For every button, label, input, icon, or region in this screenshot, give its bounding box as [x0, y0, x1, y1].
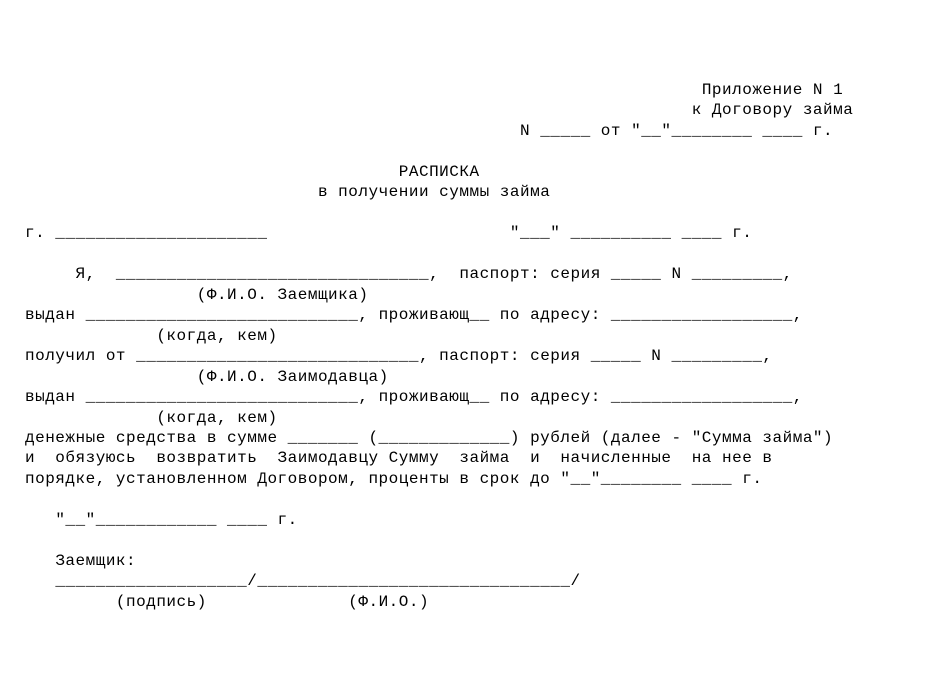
to-contract-pad: [25, 101, 692, 119]
when-by-pad: [25, 327, 156, 345]
address-blank: __________________,: [601, 306, 803, 324]
received-from: получил от: [25, 347, 126, 365]
contract-ref: N _____ от "__"________ ____ г.: [520, 122, 833, 140]
passport-series-2: паспорт: серия _____ N _________,: [439, 347, 772, 365]
when-by-hint-2: (когда, кем): [156, 409, 277, 427]
passport-series: паспорт: серия _____ N _________,: [459, 265, 792, 283]
i-label: Я,: [76, 265, 96, 283]
borrower-sig-pad: [25, 552, 55, 570]
obligation-2: порядке, установленном Договором, процен…: [25, 470, 762, 488]
issued-blank: ___________________________,: [76, 306, 379, 324]
borrower-sig-label: Заемщик:: [55, 552, 136, 570]
when-by-pad-2: [25, 409, 156, 427]
i-pad: [25, 265, 76, 283]
lender-hint-pad: [25, 368, 197, 386]
doc-title: РАСПИСКА: [399, 163, 480, 181]
issued-blank-2: ___________________________,: [76, 388, 379, 406]
sig-line: ___________________/____________________…: [55, 572, 580, 590]
living-label-2: проживающ__ по адресу:: [379, 388, 601, 406]
borrower-hint-pad: [25, 286, 197, 304]
receipt-document: Приложение N 1 к Договору займа N _____ …: [0, 0, 929, 612]
sig-hint-pad: [25, 593, 116, 611]
lender-hint: (Ф.И.О. Заимодавца): [197, 368, 389, 386]
issued-label-2: выдан: [25, 388, 76, 406]
appendix-label: [25, 81, 702, 99]
sum-line: денежные средства в сумме _______ (_____…: [25, 429, 833, 447]
obligation-1: и обязуюсь возвратить Заимодавцу Сумму з…: [25, 449, 773, 467]
borrower-hint: (Ф.И.О. Заемщика): [197, 286, 369, 304]
place-blank: _____________________: [45, 224, 510, 242]
address-blank-2: __________________,: [601, 388, 803, 406]
appendix-text: Приложение N 1: [702, 81, 843, 99]
sig-hint: (подпись) (Ф.И.О.): [116, 593, 429, 611]
contract-ref-pad: [25, 122, 520, 140]
footer-date-pad: [25, 511, 55, 529]
footer-date: "__"____________ ____ г.: [55, 511, 297, 529]
lender-blank: ____________________________,: [126, 347, 439, 365]
title-pad: [25, 163, 399, 181]
when-by-hint: (когда, кем): [156, 327, 277, 345]
living-label: проживающ__ по адресу:: [379, 306, 601, 324]
place-prefix: г.: [25, 224, 45, 242]
date-blank: "___" __________ ____ г.: [510, 224, 752, 242]
issued-label: выдан: [25, 306, 76, 324]
name-blank: _______________________________,: [96, 265, 460, 283]
subtitle-pad: [25, 183, 318, 201]
to-contract-text: к Договору займа: [692, 101, 854, 119]
sig-line-pad: [25, 572, 55, 590]
doc-subtitle: в получении суммы займа: [318, 183, 550, 201]
